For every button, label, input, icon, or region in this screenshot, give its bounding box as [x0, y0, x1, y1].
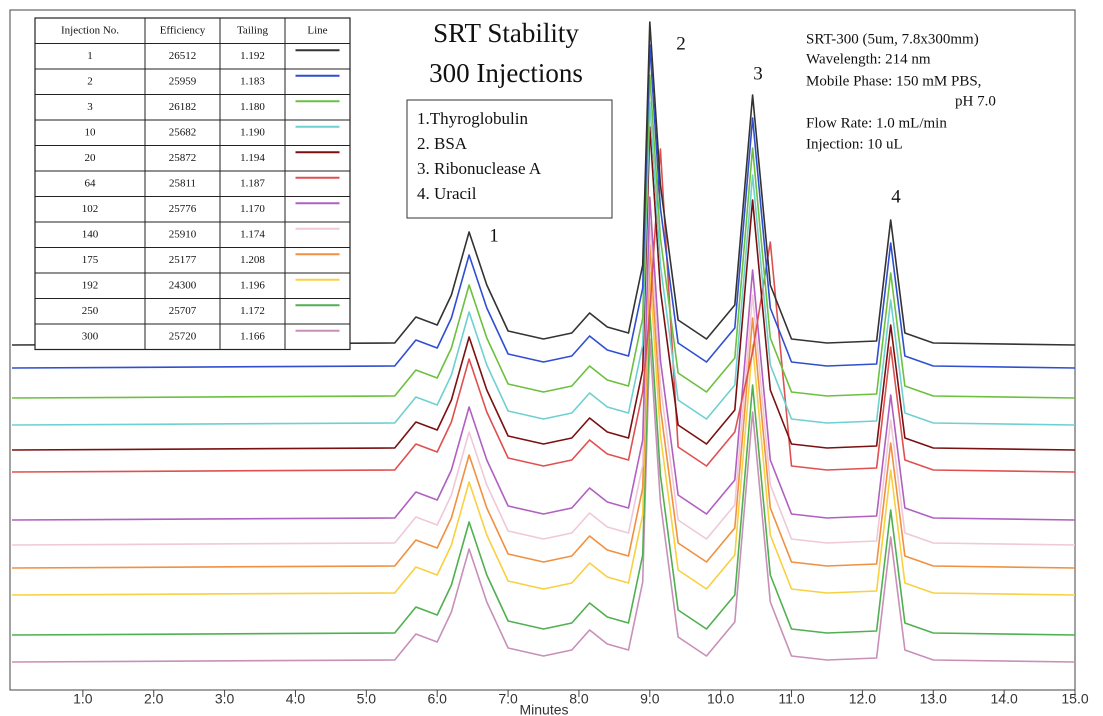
- trace: [11, 311, 1076, 636]
- condition: Mobile Phase: 150 mM PBS,: [806, 73, 981, 89]
- peak-name: 1.Thyroglobulin: [417, 109, 528, 128]
- peak-label: 4: [891, 186, 901, 207]
- legend-entry: 2: [87, 75, 93, 87]
- table-cell: 26512: [169, 50, 197, 62]
- x-tick-label: 12.0: [849, 691, 876, 707]
- x-tick-label: 4.0: [286, 691, 306, 707]
- table-cell: 1.170: [240, 203, 265, 215]
- x-tick-label: 10.0: [707, 691, 734, 707]
- x-tick-label: 9.0: [640, 691, 660, 707]
- x-tick-label: 1.0: [73, 691, 93, 707]
- legend-entry: 10: [85, 126, 97, 138]
- table-cell: 25707: [169, 305, 197, 317]
- peak-label: 1: [489, 225, 499, 246]
- table-cell: 1.187: [240, 177, 265, 189]
- table-cell: 26182: [169, 101, 197, 113]
- trace: [11, 74, 1076, 399]
- condition: Flow Rate: 1.0 mL/min: [806, 115, 947, 131]
- condition: SRT-300 (5um, 7.8x300mm): [806, 31, 979, 47]
- table-cell: 1.196: [240, 279, 265, 291]
- x-tick-label: 3.0: [215, 691, 235, 707]
- table-cell: 1.208: [240, 254, 265, 266]
- overlay: SRT Stability 300 Injections 1.Thyroglob…: [406, 18, 996, 716]
- peak-name: 4. Uracil: [417, 184, 477, 203]
- table-cell: 25177: [169, 254, 197, 266]
- x-tick-label: 5.0: [357, 691, 377, 707]
- x-tick-label: 11.0: [778, 691, 804, 707]
- table-cell: 25910: [169, 228, 197, 240]
- legend-entry: 1: [87, 50, 93, 62]
- legend-entry: 140: [82, 228, 99, 240]
- condition: Injection: 10 uL: [806, 136, 903, 152]
- title-line: 300 Injections: [429, 58, 583, 88]
- title-line: SRT Stability: [433, 18, 579, 48]
- legend-table: Injection No. Efficiency Tailing Line 1 26512…: [34, 17, 351, 351]
- x-tick-label: 2.0: [144, 691, 164, 707]
- trace: [11, 21, 1076, 346]
- legend-entry: 192: [82, 279, 99, 291]
- table-cell: 1.192: [240, 50, 265, 62]
- x-tick-label: 8.0: [569, 691, 589, 707]
- x-tick-label: 7.0: [498, 691, 518, 707]
- table-frame: [34, 17, 351, 351]
- table-cell: 1.180: [240, 101, 265, 113]
- legend-entry: 175: [82, 254, 99, 266]
- legend-entry: 3: [87, 101, 93, 113]
- table-cell: 25811: [169, 177, 196, 189]
- table-cell: 25872: [169, 152, 197, 164]
- traces: [11, 21, 1076, 663]
- table-header: Efficiency: [160, 24, 206, 36]
- x-axis-label: Minutes: [519, 702, 568, 716]
- condition: Wavelength: 214 nm: [806, 51, 931, 67]
- peak-name: 2. BSA: [417, 134, 468, 153]
- legend-entry: 102: [82, 203, 99, 215]
- table-header: Injection No.: [61, 24, 119, 36]
- table-cell: 24300: [169, 279, 197, 291]
- table-cell: 1.190: [240, 126, 265, 138]
- trace: [11, 196, 1076, 521]
- table-cell: 1.166: [240, 330, 265, 342]
- table-cell: 25776: [169, 203, 197, 215]
- legend-entry: 300: [82, 330, 99, 342]
- table-cell: 25682: [169, 126, 197, 138]
- table-cell: 25959: [169, 75, 197, 87]
- legend-entry: 64: [85, 177, 97, 189]
- peak-label: 3: [753, 63, 763, 84]
- peak-label: 2: [676, 33, 686, 54]
- x-tick-label: 13.0: [920, 691, 947, 707]
- condition: pH 7.0: [955, 93, 996, 109]
- x-tick-label: 15.0: [1061, 691, 1088, 707]
- trace: [11, 148, 1076, 473]
- table-cell: 1.172: [240, 305, 265, 317]
- table-header: Tailing: [237, 24, 269, 36]
- legend-entry: 250: [82, 305, 99, 317]
- table-cell: 1.183: [240, 75, 265, 87]
- table-cell: 1.194: [240, 152, 265, 164]
- table-cell: 25720: [169, 330, 197, 342]
- x-tick-label: 6.0: [427, 691, 447, 707]
- peak-name: 3. Ribonuclease A: [417, 159, 542, 178]
- table-cell: 1.174: [240, 228, 265, 240]
- x-tick-label: 14.0: [991, 691, 1018, 707]
- peaks-legend-box: [406, 99, 613, 219]
- table-header: Line: [307, 24, 327, 36]
- legend-entry: 20: [85, 152, 97, 164]
